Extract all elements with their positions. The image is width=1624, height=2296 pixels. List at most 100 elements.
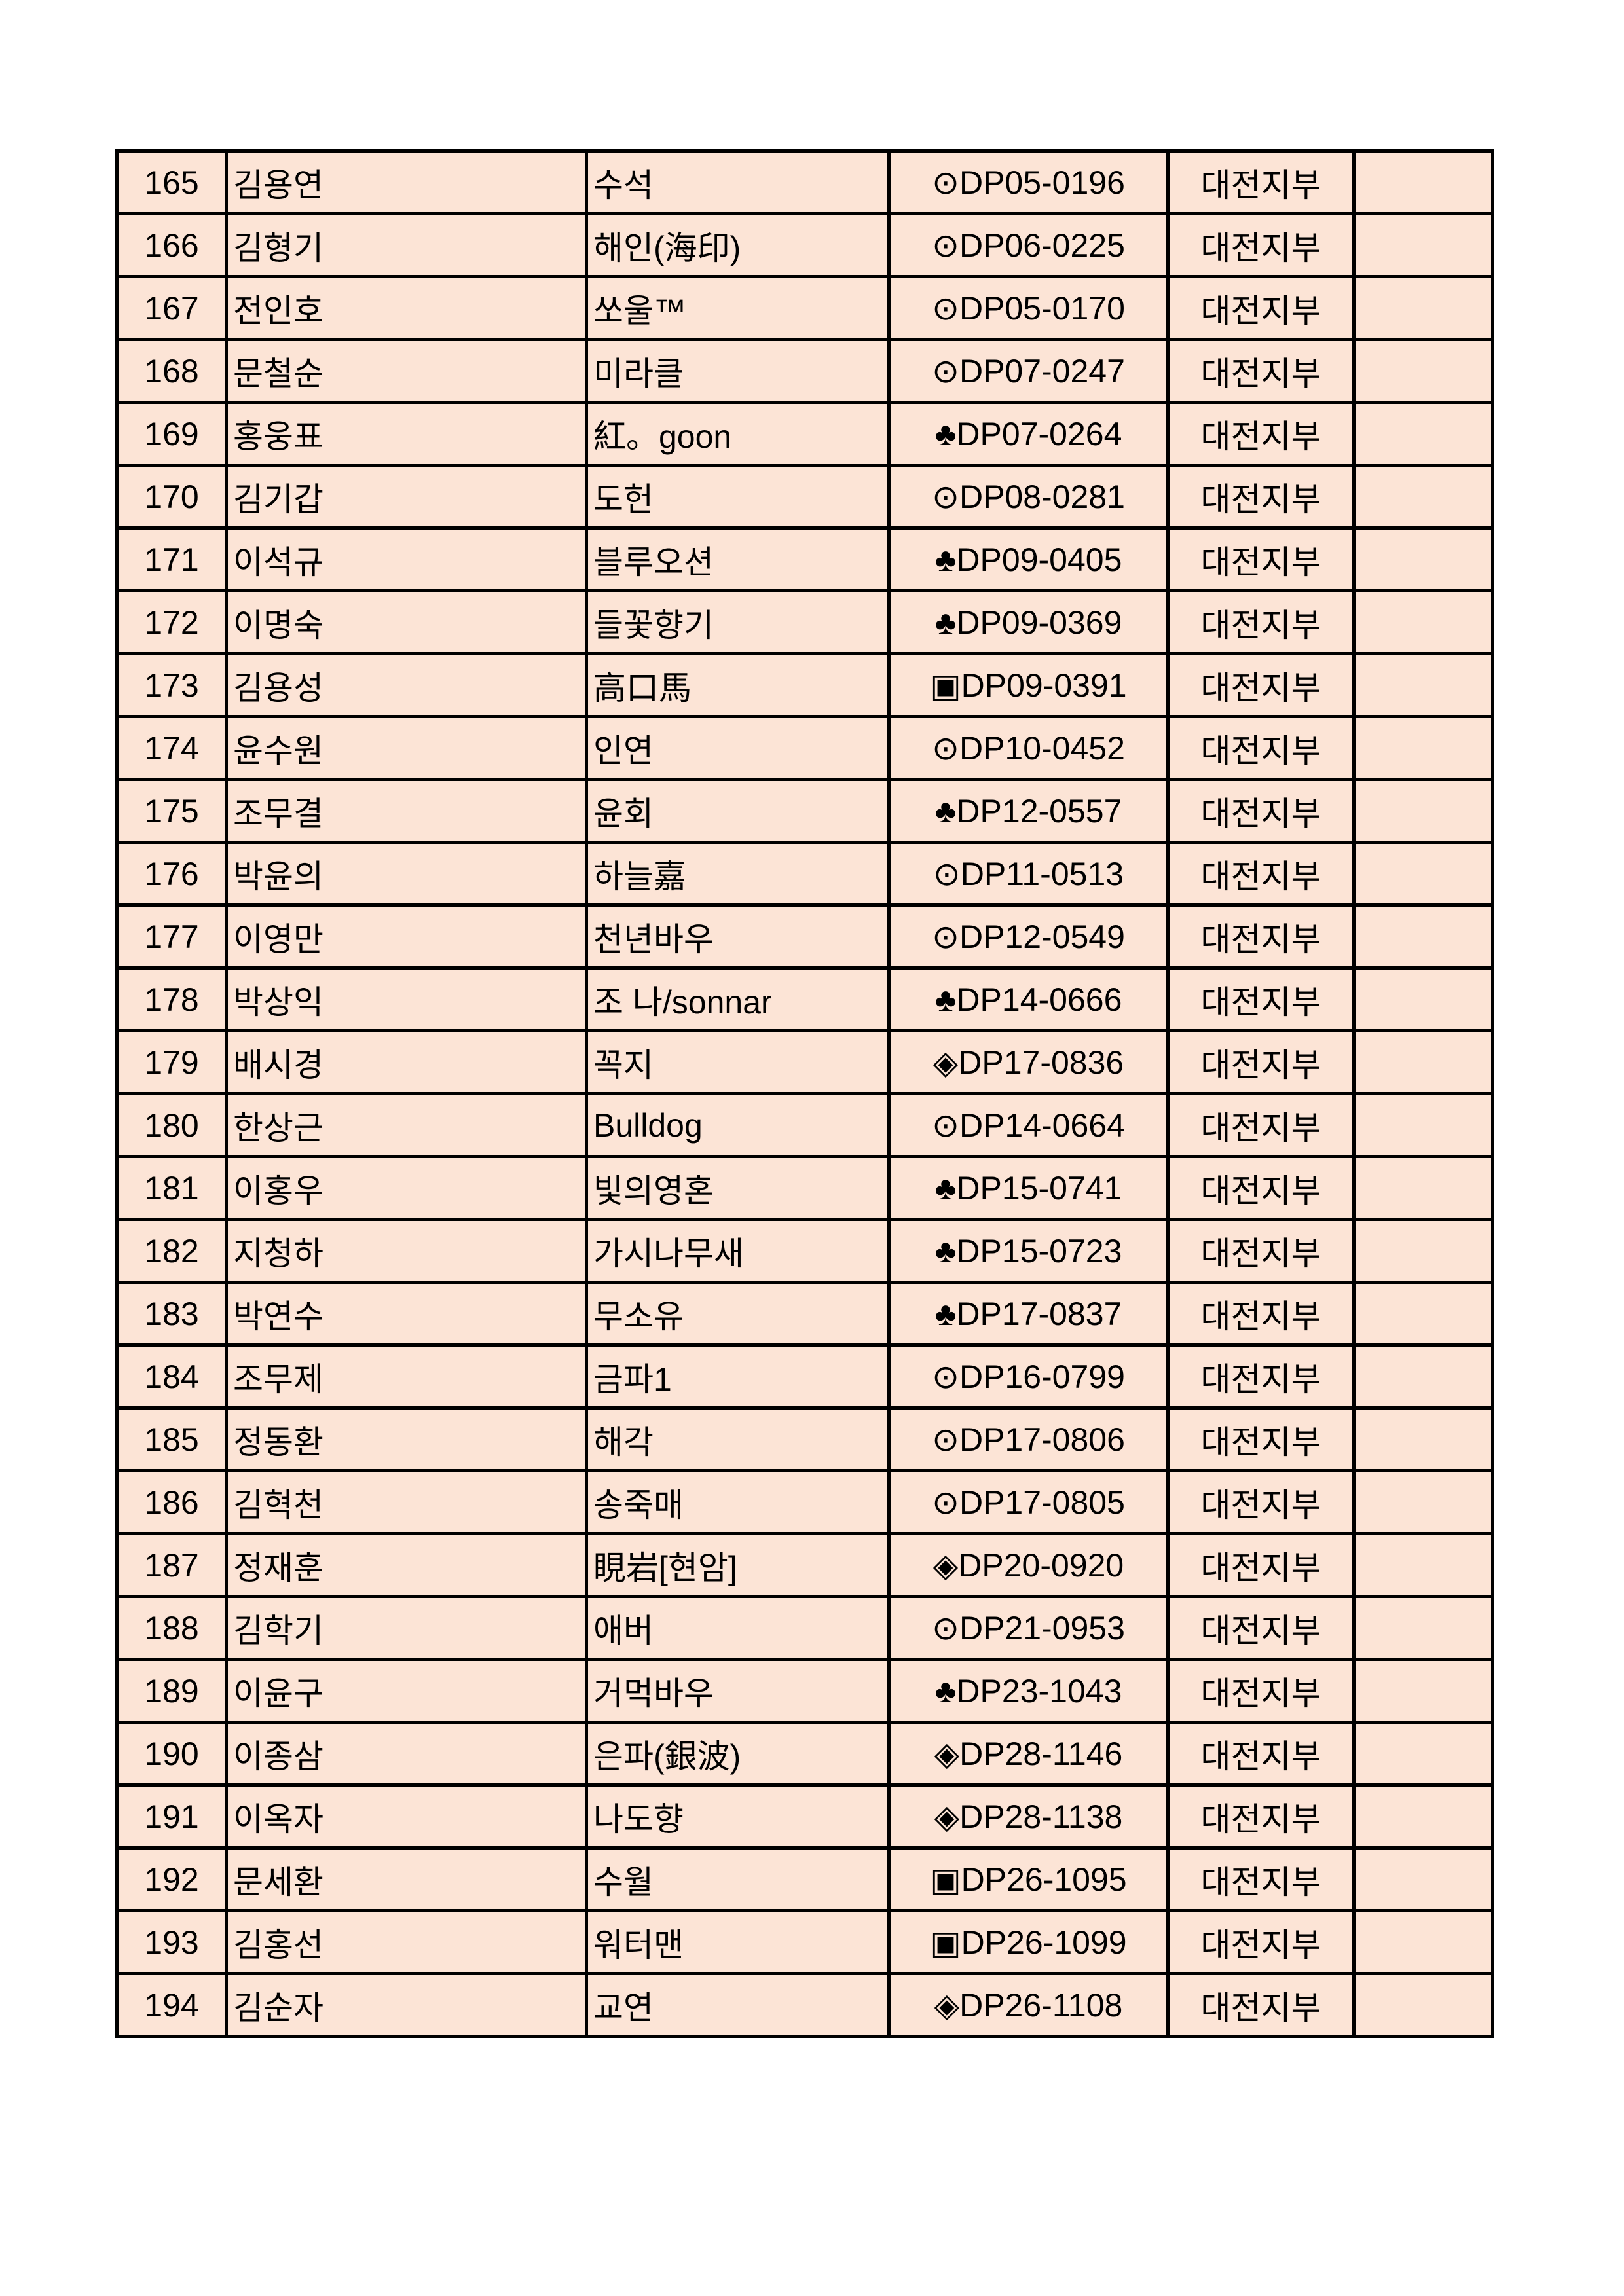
table-row: 166 김형기 해인(海印) ⊙DP06-0225 대전지부 bbox=[115, 212, 1494, 278]
note-cell bbox=[1352, 1406, 1494, 1472]
number-cell: 187 bbox=[115, 1532, 228, 1598]
table-row: 181 이홍우 빛의영혼 ♣DP15-0741 대전지부 bbox=[115, 1155, 1494, 1221]
branch-cell: 대전지부 bbox=[1166, 212, 1356, 278]
nickname-cell: 해인(海印) bbox=[585, 212, 891, 278]
table-row: 190 이종삼 은파(銀波) ◈DP28-1146 대전지부 bbox=[115, 1721, 1494, 1787]
code-cell: ⊙DP17-0805 bbox=[887, 1469, 1170, 1535]
nickname-cell: 애버 bbox=[585, 1595, 891, 1661]
number-cell: 183 bbox=[115, 1281, 228, 1347]
table-row: 175 조무결 윤회 ♣DP12-0557 대전지부 bbox=[115, 778, 1494, 844]
code-cell: ♣DP09-0405 bbox=[887, 526, 1170, 592]
note-cell bbox=[1352, 401, 1494, 467]
note-cell bbox=[1352, 1846, 1494, 1912]
name-cell: 한상근 bbox=[225, 1092, 588, 1158]
note-cell bbox=[1352, 1469, 1494, 1535]
nickname-cell: 하늘嘉 bbox=[585, 841, 891, 907]
code-cell: ⊙DP14-0664 bbox=[887, 1092, 1170, 1158]
number-cell: 168 bbox=[115, 338, 228, 404]
table-row: 171 이석규 블루오션 ♣DP09-0405 대전지부 bbox=[115, 526, 1494, 592]
branch-cell: 대전지부 bbox=[1166, 1595, 1356, 1661]
number-cell: 176 bbox=[115, 841, 228, 907]
nickname-cell: 블루오션 bbox=[585, 526, 891, 592]
nickname-cell: 조 나/sonnar bbox=[585, 966, 891, 1032]
member-table-body: 165 김용연 수석 ⊙DP05-0196 대전지부 166 김형기 해인(海印) ⊙DP06-… bbox=[115, 149, 1494, 2038]
number-cell: 184 bbox=[115, 1343, 228, 1410]
branch-cell: 대전지부 bbox=[1166, 966, 1356, 1032]
number-cell: 185 bbox=[115, 1406, 228, 1472]
number-cell: 192 bbox=[115, 1846, 228, 1912]
number-cell: 180 bbox=[115, 1092, 228, 1158]
note-cell bbox=[1352, 1972, 1494, 2038]
table-row: 168 문철순 미라클 ⊙DP07-0247 대전지부 bbox=[115, 338, 1494, 404]
table-row: 178 박상익 조 나/sonnar ♣DP14-0666 대전지부 bbox=[115, 966, 1494, 1032]
code-cell: ♣DP09-0369 bbox=[887, 589, 1170, 655]
nickname-cell: 인연 bbox=[585, 715, 891, 781]
code-cell: ▣DP26-1099 bbox=[887, 1909, 1170, 1975]
note-cell bbox=[1352, 1092, 1494, 1158]
code-cell: ⊙DP10-0452 bbox=[887, 715, 1170, 781]
number-cell: 170 bbox=[115, 464, 228, 530]
code-cell: ◈DP20-0920 bbox=[887, 1532, 1170, 1598]
nickname-cell: 꼭지 bbox=[585, 1029, 891, 1095]
nickname-cell: 쏘울™ bbox=[585, 275, 891, 341]
name-cell: 지청하 bbox=[225, 1218, 588, 1284]
code-cell: ◈DP28-1138 bbox=[887, 1783, 1170, 1850]
member-table: 165 김용연 수석 ⊙DP05-0196 대전지부 166 김형기 해인(海印) ⊙DP06-… bbox=[115, 149, 1494, 2038]
code-cell: ♣DP07-0264 bbox=[887, 401, 1170, 467]
branch-cell: 대전지부 bbox=[1166, 526, 1356, 592]
note-cell bbox=[1352, 589, 1494, 655]
branch-cell: 대전지부 bbox=[1166, 1092, 1356, 1158]
branch-cell: 대전지부 bbox=[1166, 778, 1356, 844]
nickname-cell: 워터맨 bbox=[585, 1909, 891, 1975]
code-cell: ⊙DP17-0806 bbox=[887, 1406, 1170, 1472]
code-cell: ⊙DP08-0281 bbox=[887, 464, 1170, 530]
number-cell: 178 bbox=[115, 966, 228, 1032]
note-cell bbox=[1352, 1783, 1494, 1850]
table-row: 184 조무제 금파1 ⊙DP16-0799 대전지부 bbox=[115, 1343, 1494, 1410]
number-cell: 169 bbox=[115, 401, 228, 467]
note-cell bbox=[1352, 778, 1494, 844]
name-cell: 김형기 bbox=[225, 212, 588, 278]
name-cell: 이영만 bbox=[225, 903, 588, 970]
nickname-cell: 은파(銀波) bbox=[585, 1721, 891, 1787]
number-cell: 175 bbox=[115, 778, 228, 844]
note-cell bbox=[1352, 1595, 1494, 1661]
name-cell: 문철순 bbox=[225, 338, 588, 404]
note-cell bbox=[1352, 1658, 1494, 1724]
number-cell: 186 bbox=[115, 1469, 228, 1535]
nickname-cell: 도헌 bbox=[585, 464, 891, 530]
nickname-cell: 윤회 bbox=[585, 778, 891, 844]
branch-cell: 대전지부 bbox=[1166, 149, 1356, 215]
name-cell: 배시경 bbox=[225, 1029, 588, 1095]
name-cell: 윤수원 bbox=[225, 715, 588, 781]
branch-cell: 대전지부 bbox=[1166, 1909, 1356, 1975]
nickname-cell: 수월 bbox=[585, 1846, 891, 1912]
number-cell: 190 bbox=[115, 1721, 228, 1787]
nickname-cell: 가시나무새 bbox=[585, 1218, 891, 1284]
name-cell: 문세환 bbox=[225, 1846, 588, 1912]
branch-cell: 대전지부 bbox=[1166, 1469, 1356, 1535]
table-row: 193 김홍선 워터맨 ▣DP26-1099 대전지부 bbox=[115, 1909, 1494, 1975]
table-row: 189 이윤구 거먹바우 ♣DP23-1043 대전지부 bbox=[115, 1658, 1494, 1724]
note-cell bbox=[1352, 652, 1494, 718]
nickname-cell: 거먹바우 bbox=[585, 1658, 891, 1724]
name-cell: 김용연 bbox=[225, 149, 588, 215]
nickname-cell: 빛의영혼 bbox=[585, 1155, 891, 1221]
nickname-cell: 나도향 bbox=[585, 1783, 891, 1850]
code-cell: ⊙DP12-0549 bbox=[887, 903, 1170, 970]
name-cell: 이석규 bbox=[225, 526, 588, 592]
code-cell: ⊙DP05-0170 bbox=[887, 275, 1170, 341]
name-cell: 김기갑 bbox=[225, 464, 588, 530]
name-cell: 이명숙 bbox=[225, 589, 588, 655]
branch-cell: 대전지부 bbox=[1166, 1155, 1356, 1221]
number-cell: 191 bbox=[115, 1783, 228, 1850]
number-cell: 172 bbox=[115, 589, 228, 655]
table-row: 177 이영만 천년바우 ⊙DP12-0549 대전지부 bbox=[115, 903, 1494, 970]
note-cell bbox=[1352, 1532, 1494, 1598]
code-cell: ♣DP17-0837 bbox=[887, 1281, 1170, 1347]
number-cell: 171 bbox=[115, 526, 228, 592]
number-cell: 166 bbox=[115, 212, 228, 278]
table-row: 182 지청하 가시나무새 ♣DP15-0723 대전지부 bbox=[115, 1218, 1494, 1284]
nickname-cell: 紅。goon bbox=[585, 401, 891, 467]
branch-cell: 대전지부 bbox=[1166, 1029, 1356, 1095]
